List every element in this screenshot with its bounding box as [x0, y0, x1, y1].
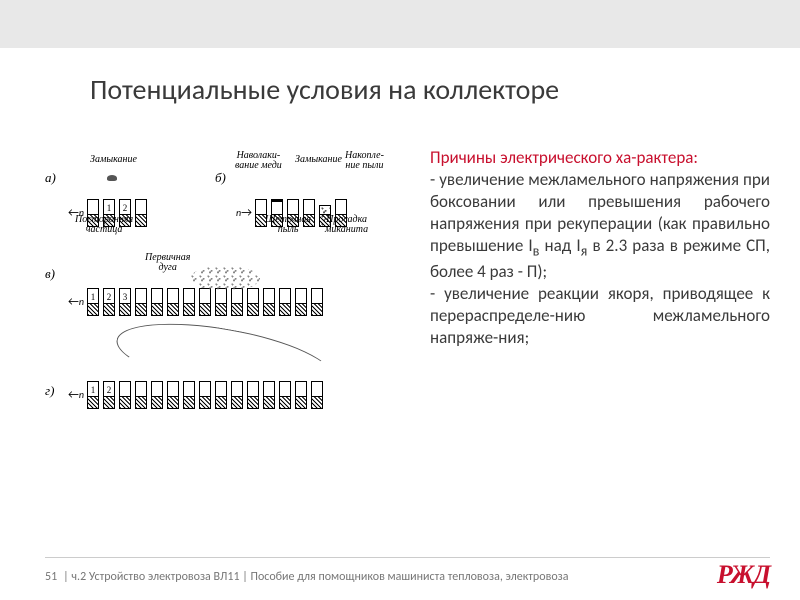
arrow-n-g: ←n — [68, 388, 84, 402]
footer: 51 | ч.2 Устройство электровоза ВЛ11 | П… — [0, 570, 800, 584]
diagram-label-g: г) — [45, 383, 65, 399]
diagram-row-g: г) ←n 1 2 — [45, 334, 405, 409]
text-heading: Причины электрического ха-рактера: — [430, 147, 698, 168]
diagram-label-b: б) — [215, 170, 235, 186]
text-area: Причины электрического ха-рактера: - уве… — [430, 137, 770, 427]
caption-navolak: Наволаки- вание меди — [235, 151, 282, 171]
caption-zamykanie: Замыкание — [90, 155, 137, 165]
arrow-n-v: ←n — [68, 295, 84, 309]
diagram-area: а) Замыкание ←n 1 2 Посторонняя частица … — [45, 137, 405, 427]
bullet-1: - увеличение межламельного напряжения пр… — [430, 169, 770, 283]
diagram-label-a: а) — [45, 170, 65, 186]
content-area: а) Замыкание ←n 1 2 Посторонняя частица … — [0, 107, 800, 427]
rzd-logo: РЖД — [717, 560, 770, 590]
b1-mid: над I — [539, 235, 580, 256]
footer-divider — [45, 557, 770, 558]
bar-num-2: 2 — [123, 203, 128, 213]
b1-prefix: - увеличение — [430, 169, 524, 190]
particle-blob — [107, 175, 117, 181]
bar-num: 1 — [91, 385, 96, 395]
arrow-n-b: n→ — [236, 206, 252, 220]
diagram-row-v: в) Первичная дуга ←n 1 2 3 — [45, 261, 405, 316]
arc-speckle-v — [190, 266, 260, 291]
caption-nakopl: Накопле- ние пыли — [345, 151, 384, 171]
caption-shchet: Щеточная пыль — [265, 215, 311, 235]
bar-num: 3 — [123, 292, 128, 302]
diagram-label-v: в) — [45, 266, 65, 282]
caption-prosor: Просадка миканита — [325, 215, 368, 235]
footer-text: | ч.2 Устройство электровоза ВЛ11 | Посо… — [63, 570, 568, 584]
caption-postor: Посторонняя частица — [75, 215, 133, 235]
caption-pervich: Первичная дуга — [145, 253, 190, 273]
page-number: 51 — [45, 570, 57, 584]
bar-num: 2 — [107, 292, 112, 302]
header-bar — [0, 0, 800, 48]
bar-num: 1 — [91, 292, 96, 302]
bar-num-1: 1 — [107, 203, 112, 213]
collector-v: 1 2 3 — [87, 288, 323, 316]
slide-title: Потенциальные условия на коллекторе — [90, 72, 800, 107]
caption-zamyk2: Замыкание — [295, 155, 342, 165]
bullet-2: - увеличение реакции якоря, приводящее к… — [430, 283, 770, 349]
bar-num: 2 — [107, 385, 112, 395]
